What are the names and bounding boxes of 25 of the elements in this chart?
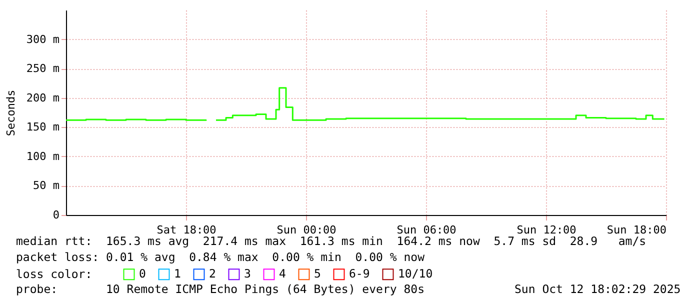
legend-title: loss color: [16,267,92,281]
x-tick-label: Sun 18:00 [606,224,666,236]
legend-label: 2 [209,266,216,280]
text: median rtt: 165.3 ms avg 217.4 ms max 161.3 ms min 164.2 ms now 5.7 ms sd 28.9 am/s [16,234,646,248]
x-tick-label: Sat 18:00 [156,224,216,236]
y-tick-label: 200 m [26,91,60,104]
legend-label: 3 [244,266,251,280]
text: packet loss: 0.01 % avg 0.84 % max 0.00 % min 0.00 % now [16,250,424,264]
y-axis-title: Seconds [4,90,18,136]
x-tick-label: Sun 12:00 [516,224,576,236]
y-tick-label: 300 m [26,32,60,46]
legend-label: 0 [139,266,146,280]
legend-label: 1 [174,266,181,280]
y-tick-label: 250 m [26,62,60,76]
text: probe: 10 Remote ICMP Echo Pings (64 Bytes) every 80s Sun Oct 12 18:02:29 2025 [16,282,681,296]
y-tick-label: 0 [52,208,60,222]
legend-label: 4 [279,266,286,280]
y-tick-label: 100 m [26,150,60,163]
legend-label: 10/10 [398,266,433,280]
y-tick-label: 150 m [26,120,60,134]
legend-label: 5 [314,266,321,280]
x-tick-label: Sun 06:00 [396,224,456,236]
x-tick-label: Sun 00:00 [276,224,336,236]
y-tick-label: 50 m [33,179,60,192]
legend-label: 6-9 [349,266,370,280]
